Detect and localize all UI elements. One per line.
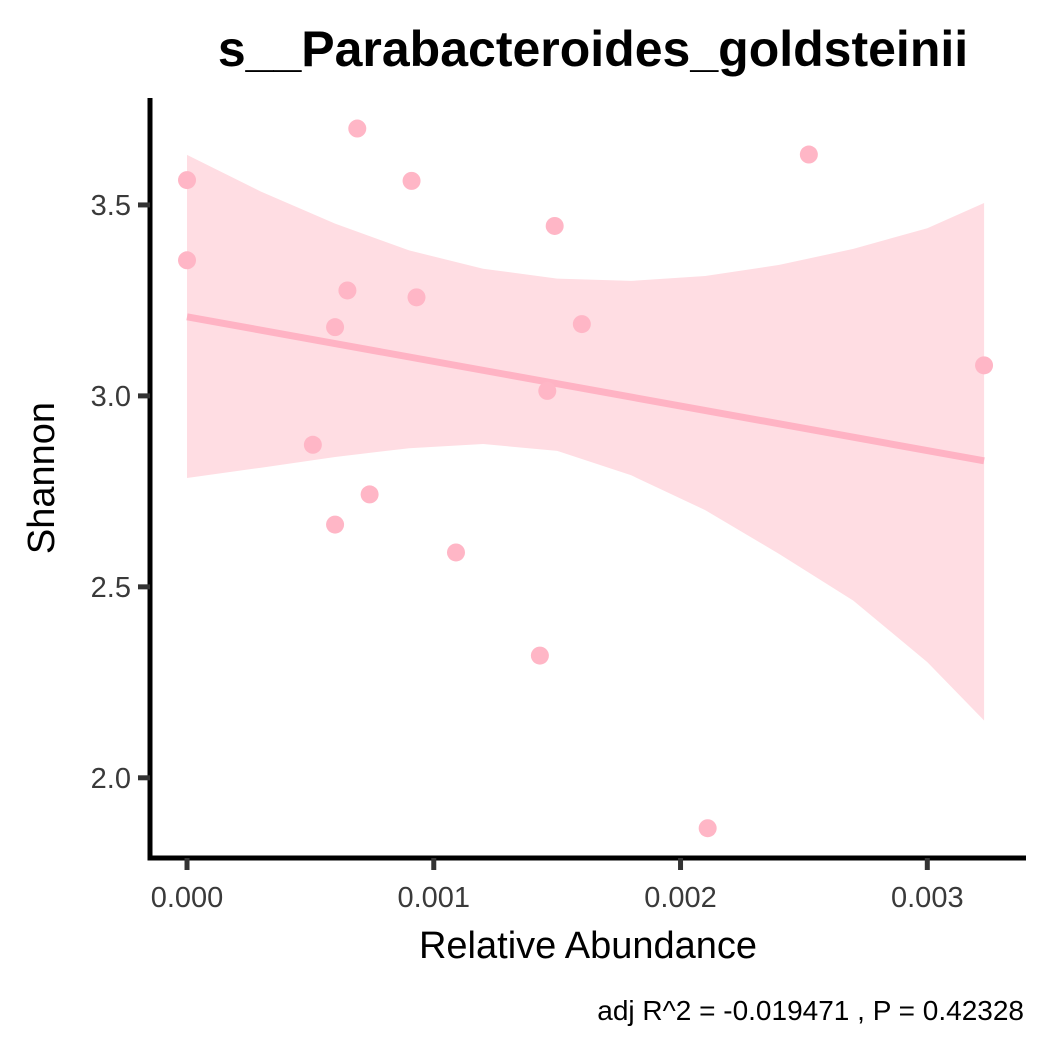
data-point-5	[326, 515, 345, 534]
plot-area	[178, 119, 994, 838]
data-point-3	[303, 435, 322, 454]
data-point-18	[975, 356, 994, 375]
confidence-band	[187, 154, 985, 721]
data-point-13	[538, 381, 557, 400]
data-point-7	[348, 119, 367, 138]
data-point-17	[799, 145, 818, 164]
data-point-1	[178, 171, 197, 190]
x-tick-label-3: 0.002	[644, 882, 717, 914]
data-point-8	[360, 485, 379, 504]
y-tick-label-2: 2.5	[91, 572, 131, 604]
x-tick-label-1: 0.000	[151, 882, 224, 914]
y-axis-title: Shannon	[21, 402, 63, 554]
data-point-14	[545, 216, 564, 235]
data-point-6	[338, 281, 357, 300]
y-tick-label-3: 3.0	[91, 381, 131, 413]
regression-line	[186, 313, 985, 465]
axes: 0.000 0.001 0.002 0.003 2.0 2.5 3.0 3.5	[91, 98, 1026, 914]
data-point-4	[326, 318, 345, 337]
fit-statistics-caption: adj R^2 = -0.019471 , P = 0.42328	[597, 995, 1024, 1026]
x-axis-title: Relative Abundance	[419, 925, 757, 967]
data-point-11	[446, 543, 465, 562]
x-tick-label-2: 0.001	[397, 882, 470, 914]
x-tick-label-4: 0.003	[891, 882, 964, 914]
y-tick-label-4: 3.5	[91, 190, 131, 222]
data-point-15	[572, 315, 591, 334]
data-point-10	[407, 288, 426, 307]
y-tick-label-1: 2.0	[91, 763, 131, 795]
data-point-16	[698, 819, 717, 838]
data-point-2	[178, 251, 197, 270]
chart-title: s__Parabacteroides_goldsteinii	[218, 21, 968, 77]
data-point-12	[530, 646, 549, 665]
data-point-9	[402, 171, 421, 190]
